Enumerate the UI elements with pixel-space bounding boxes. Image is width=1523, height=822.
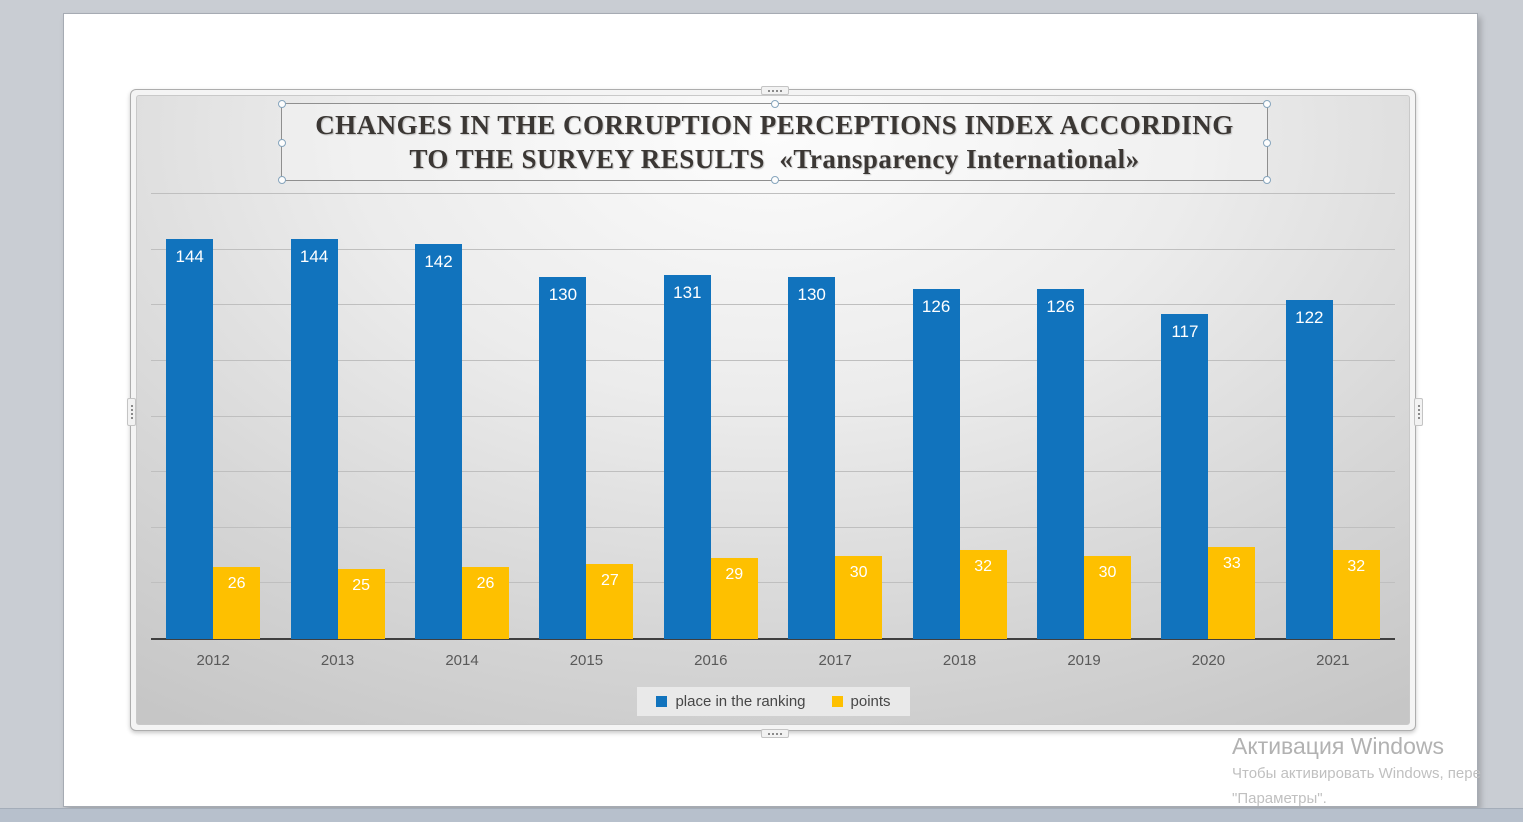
bar-points-2017[interactable]: 30 <box>835 555 883 639</box>
x-axis-label-2017: 2017 <box>818 652 852 669</box>
bar-points-2014[interactable]: 26 <box>462 566 509 639</box>
gridline <box>151 248 1395 250</box>
bar-data-label: 131 <box>673 282 702 302</box>
bar-points-2020[interactable]: 33 <box>1208 547 1256 639</box>
x-axis-label-2021: 2021 <box>1316 652 1350 669</box>
bar-data-label: 126 <box>1046 296 1075 316</box>
x-axis-label-2014: 2014 <box>445 652 479 669</box>
selection-handle-top-left[interactable] <box>278 100 286 108</box>
bar-data-label: 32 <box>974 558 992 575</box>
chart-resize-handle-right[interactable] <box>1414 398 1423 426</box>
bar-ranking-2012[interactable]: 144 <box>166 238 214 639</box>
x-axis-labels: 2012 2013 2014 2015 2016 2017 2018 2019 2020 2021 <box>151 652 1395 672</box>
selection-handle-bottom-right[interactable] <box>1263 176 1271 184</box>
legend-swatch-icon <box>831 696 843 707</box>
plot-area: 144 26 144 25 142 26 130 27 131 29 130 30 126 32 126 30… <box>151 96 1395 640</box>
selection-handle-top-center[interactable] <box>771 100 779 108</box>
bar-ranking-2020[interactable]: 117 <box>1161 313 1209 639</box>
gridline <box>151 359 1395 361</box>
legend-item[interactable]: place in the ranking <box>656 693 806 710</box>
gridline <box>151 471 1395 473</box>
x-axis-label-2016: 2016 <box>694 652 728 669</box>
x-axis-line <box>151 638 1395 640</box>
gridline <box>151 526 1395 528</box>
gridline <box>151 304 1395 306</box>
bar-data-label: 26 <box>227 574 246 592</box>
bar-data-label: 29 <box>725 566 744 584</box>
chart-resize-handle-left[interactable] <box>127 398 136 426</box>
bar-data-label: 30 <box>849 563 868 581</box>
selection-handle-top-right[interactable] <box>1263 100 1271 108</box>
x-axis-label-2019: 2019 <box>1067 652 1101 669</box>
bar-ranking-2019[interactable]: 126 <box>1037 288 1084 639</box>
bar-data-label: 117 <box>1171 321 1199 341</box>
chart-title-line-2: TO THE SURVEY RESULTS «Transparency Inte… <box>409 144 1140 174</box>
selection-handle-bottom-left[interactable] <box>278 176 286 184</box>
chart-title-box[interactable]: CHANGES IN THE CORRUPTION PERCEPTIONS IN… <box>278 100 1271 184</box>
bar-data-label: 27 <box>600 571 619 589</box>
legend-swatch-icon <box>656 696 668 707</box>
selection-handle-middle-right[interactable] <box>1263 139 1271 147</box>
bar-data-label: 122 <box>1295 307 1324 327</box>
bar-ranking-2016[interactable]: 131 <box>663 274 711 639</box>
bar-points-2015[interactable]: 27 <box>586 563 634 639</box>
bar-ranking-2015[interactable]: 130 <box>539 277 587 639</box>
bar-points-2016[interactable]: 29 <box>710 558 758 639</box>
window-bottom-strip <box>0 808 1523 822</box>
selection-handle-bottom-center[interactable] <box>771 176 779 184</box>
bar-data-label: 30 <box>1098 563 1117 581</box>
bar-data-label: 144 <box>299 246 329 266</box>
bar-data-label: 26 <box>476 574 495 592</box>
bar-data-label: 144 <box>175 246 204 266</box>
bar-points-2012[interactable]: 26 <box>213 566 261 639</box>
x-axis-label-2020: 2020 <box>1191 652 1226 669</box>
bar-points-2018[interactable]: 32 <box>959 550 1007 639</box>
chart-plot-background: CHANGES IN THE CORRUPTION PERCEPTIONS IN… <box>136 95 1410 725</box>
bar-data-label: 142 <box>424 252 453 272</box>
gridline <box>151 415 1395 417</box>
gridline <box>151 582 1395 584</box>
legend-label: points <box>850 693 891 710</box>
bar-ranking-2018[interactable]: 126 <box>912 288 960 639</box>
bar-ranking-2017[interactable]: 130 <box>788 277 836 639</box>
x-axis-label-2013: 2013 <box>320 652 355 669</box>
bar-data-label: 126 <box>921 296 951 316</box>
bar-points-2013[interactable]: 25 <box>337 569 385 639</box>
chart-resize-handle-top[interactable] <box>761 86 789 95</box>
x-axis-label-2018: 2018 <box>942 652 977 669</box>
bar-data-label: 32 <box>1347 558 1366 575</box>
bar-ranking-2021[interactable]: 122 <box>1285 299 1333 639</box>
gridline <box>151 193 1395 194</box>
legend-label: place in the ranking <box>675 693 806 710</box>
bar-data-label: 25 <box>352 577 370 595</box>
x-axis-label-2015: 2015 <box>569 652 604 669</box>
bar-ranking-2014[interactable]: 142 <box>415 244 462 639</box>
chart-title-line-1: CHANGES IN THE CORRUPTION PERCEPTIONS IN… <box>315 110 1234 140</box>
bar-ranking-2013[interactable]: 144 <box>290 238 338 639</box>
chart-resize-handle-bottom[interactable] <box>761 729 789 738</box>
x-axis-label-2012: 2012 <box>196 652 230 669</box>
bar-data-label: 130 <box>548 285 578 305</box>
bar-data-label: 130 <box>797 285 826 305</box>
chart-object[interactable]: CHANGES IN THE CORRUPTION PERCEPTIONS IN… <box>127 86 1423 738</box>
selection-handle-middle-left[interactable] <box>278 139 286 147</box>
legend-item[interactable]: points <box>831 693 891 710</box>
bar-data-label: 33 <box>1222 555 1241 573</box>
chart-legend[interactable]: place in the ranking points <box>637 687 910 716</box>
bar-points-2021[interactable]: 32 <box>1332 550 1380 639</box>
bar-points-2019[interactable]: 30 <box>1084 555 1131 639</box>
